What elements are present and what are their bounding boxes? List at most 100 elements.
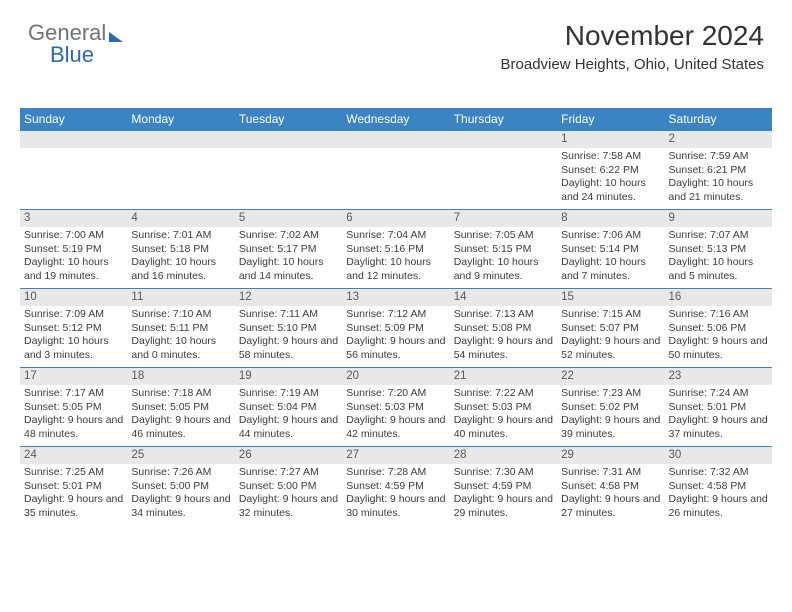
sunset-text: Sunset: 5:06 PM: [669, 322, 768, 336]
day-details: Sunrise: 7:16 AMSunset: 5:06 PMDaylight:…: [665, 306, 772, 367]
sunset-text: Sunset: 6:22 PM: [561, 164, 660, 178]
day-14: 14Sunrise: 7:13 AMSunset: 5:08 PMDayligh…: [450, 289, 557, 367]
day-number: [235, 131, 342, 148]
daylight-text: Daylight: 10 hours and 0 minutes.: [131, 335, 230, 362]
day-number: 8: [557, 210, 664, 227]
day-details: Sunrise: 7:30 AMSunset: 4:59 PMDaylight:…: [450, 464, 557, 525]
day-19: 19Sunrise: 7:19 AMSunset: 5:04 PMDayligh…: [235, 368, 342, 446]
daylight-text: Daylight: 9 hours and 35 minutes.: [24, 493, 123, 520]
day-details: Sunrise: 7:06 AMSunset: 5:14 PMDaylight:…: [557, 227, 664, 288]
day-6: 6Sunrise: 7:04 AMSunset: 5:16 PMDaylight…: [342, 210, 449, 288]
day-number: 30: [665, 447, 772, 464]
day-12: 12 Sunrise: 7:11 AMSunset: 5:10 PMDayligh…: [235, 289, 342, 367]
sunrise-text: Sunrise: 7:11 AM: [239, 308, 338, 322]
day-number: 1: [557, 131, 664, 148]
day-number: 24: [20, 447, 127, 464]
day-number: 14: [450, 289, 557, 306]
day-number: 29: [557, 447, 664, 464]
sunrise-text: Sunrise: 7:22 AM: [454, 387, 553, 401]
sunset-text: Sunset: 4:59 PM: [346, 480, 445, 494]
sunset-text: Sunset: 5:16 PM: [346, 243, 445, 257]
daylight-text: Daylight: 9 hours and 46 minutes.: [131, 414, 230, 441]
day-details: Sunrise: 7:59 AMSunset: 6:21 PMDaylight:…: [665, 148, 772, 209]
day-number: 2: [665, 131, 772, 148]
sunrise-text: Sunrise: 7:02 AM: [239, 229, 338, 243]
day-details: Sunrise: 7:19 AMSunset: 5:04 PMDaylight:…: [235, 385, 342, 446]
sunset-text: Sunset: 5:13 PM: [669, 243, 768, 257]
logo-sub: Blue: [50, 42, 94, 68]
sunrise-text: Sunrise: 7:13 AM: [454, 308, 553, 322]
day-details: Sunrise: 7:25 AMSunset: 5:01 PMDaylight:…: [20, 464, 127, 525]
day-13: 13Sunrise: 7:12 AMSunset: 5:09 PMDayligh…: [342, 289, 449, 367]
sunrise-text: Sunrise: 7:25 AM: [24, 466, 123, 480]
daylight-text: Daylight: 9 hours and 44 minutes.: [239, 414, 338, 441]
sunset-text: Sunset: 5:14 PM: [561, 243, 660, 257]
sunset-text: Sunset: 5:08 PM: [454, 322, 553, 336]
day-details: Sunrise: 7:01 AMSunset: 5:18 PMDaylight:…: [127, 227, 234, 288]
daylight-text: Daylight: 9 hours and 58 minutes.: [239, 335, 338, 362]
day-number: 20: [342, 368, 449, 385]
day-number: 17: [20, 368, 127, 385]
sunset-text: Sunset: 5:10 PM: [239, 322, 338, 336]
day-number: 18: [127, 368, 234, 385]
sunrise-text: Sunrise: 7:19 AM: [239, 387, 338, 401]
day-17: 17 Sunrise: 7:17 AMSunset: 5:05 PMDayligh…: [20, 368, 127, 446]
sunset-text: Sunset: 4:58 PM: [561, 480, 660, 494]
week-row: 17Sunrise: 7:17 AMSunset: 5:05 PMDayligh…: [20, 367, 772, 446]
daylight-text: Daylight: 9 hours and 50 minutes.: [669, 335, 768, 362]
sunrise-text: Sunrise: 7:06 AM: [561, 229, 660, 243]
daylight-text: Daylight: 9 hours and 48 minutes.: [24, 414, 123, 441]
sunset-text: Sunset: 5:01 PM: [24, 480, 123, 494]
daylight-text: Daylight: 9 hours and 26 minutes.: [669, 493, 768, 520]
day-details: Sunrise: 7:04 AMSunset: 5:16 PMDaylight:…: [342, 227, 449, 288]
day-number: 28: [450, 447, 557, 464]
day-26: 26Sunrise: 7:27 AMSunset: 5:00 PMDayligh…: [235, 447, 342, 525]
day-number: 19: [235, 368, 342, 385]
day-7: 7Sunrise: 7:05 AMSunset: 5:15 PMDaylight…: [450, 210, 557, 288]
daylight-text: Daylight: 10 hours and 16 minutes.: [131, 256, 230, 283]
sunrise-text: Sunrise: 7:05 AM: [454, 229, 553, 243]
day-details: Sunrise: 7:10 AMSunset: 5:11 PMDaylight:…: [127, 306, 234, 367]
daylight-text: Daylight: 9 hours and 32 minutes.: [239, 493, 338, 520]
sunset-text: Sunset: 5:07 PM: [561, 322, 660, 336]
sunrise-text: Sunrise: 7:27 AM: [239, 466, 338, 480]
day-3: 3Sunrise: 7:00 AMSunset: 5:19 PMDaylight…: [20, 210, 127, 288]
day-of-week-header: SundayMondayTuesdayWednesdayThursdayFrid…: [20, 108, 772, 130]
sunset-text: Sunset: 5:19 PM: [24, 243, 123, 257]
sunrise-text: Sunrise: 7:18 AM: [131, 387, 230, 401]
sunrise-text: Sunrise: 7:12 AM: [346, 308, 445, 322]
sunrise-text: Sunrise: 7:17 AM: [24, 387, 123, 401]
day-number: 10: [20, 289, 127, 306]
sunrise-text: Sunrise: 7:10 AM: [131, 308, 230, 322]
month-title: November 2024: [501, 20, 764, 52]
day-details: Sunrise: 7:26 AMSunset: 5:00 PMDaylight:…: [127, 464, 234, 525]
day-number: 6: [342, 210, 449, 227]
sunset-text: Sunset: 5:11 PM: [131, 322, 230, 336]
day-details: Sunrise: 7:07 AMSunset: 5:13 PMDaylight:…: [665, 227, 772, 288]
day-21: 21Sunrise: 7:22 AMSunset: 5:03 PMDayligh…: [450, 368, 557, 446]
day-15: 15Sunrise: 7:15 AMSunset: 5:07 PMDayligh…: [557, 289, 664, 367]
sunrise-text: Sunrise: 7:59 AM: [669, 150, 768, 164]
day-details: Sunrise: 7:23 AMSunset: 5:02 PMDaylight:…: [557, 385, 664, 446]
daylight-text: Daylight: 9 hours and 39 minutes.: [561, 414, 660, 441]
sunset-text: Sunset: 5:00 PM: [131, 480, 230, 494]
daylight-text: Daylight: 9 hours and 56 minutes.: [346, 335, 445, 362]
day-details: Sunrise: 7:09 AMSunset: 5:12 PMDaylight:…: [20, 306, 127, 367]
sunset-text: Sunset: 5:05 PM: [24, 401, 123, 415]
daylight-text: Daylight: 10 hours and 21 minutes.: [669, 177, 768, 204]
day-number: 9: [665, 210, 772, 227]
day-number: 12: [235, 289, 342, 306]
daylight-text: Daylight: 9 hours and 29 minutes.: [454, 493, 553, 520]
day-number: 13: [342, 289, 449, 306]
day-empty: [127, 131, 234, 209]
day-30: 30Sunrise: 7:32 AMSunset: 4:58 PMDayligh…: [665, 447, 772, 525]
sunrise-text: Sunrise: 7:26 AM: [131, 466, 230, 480]
week-row: 10Sunrise: 7:09 AMSunset: 5:12 PMDayligh…: [20, 288, 772, 367]
sunset-text: Sunset: 4:59 PM: [454, 480, 553, 494]
day-number: 7: [450, 210, 557, 227]
sunset-text: Sunset: 6:21 PM: [669, 164, 768, 178]
daylight-text: Daylight: 10 hours and 19 minutes.: [24, 256, 123, 283]
day-27: 27Sunrise: 7:28 AMSunset: 4:59 PMDayligh…: [342, 447, 449, 525]
day-number: 15: [557, 289, 664, 306]
day-25: 25Sunrise: 7:26 AMSunset: 5:00 PMDayligh…: [127, 447, 234, 525]
